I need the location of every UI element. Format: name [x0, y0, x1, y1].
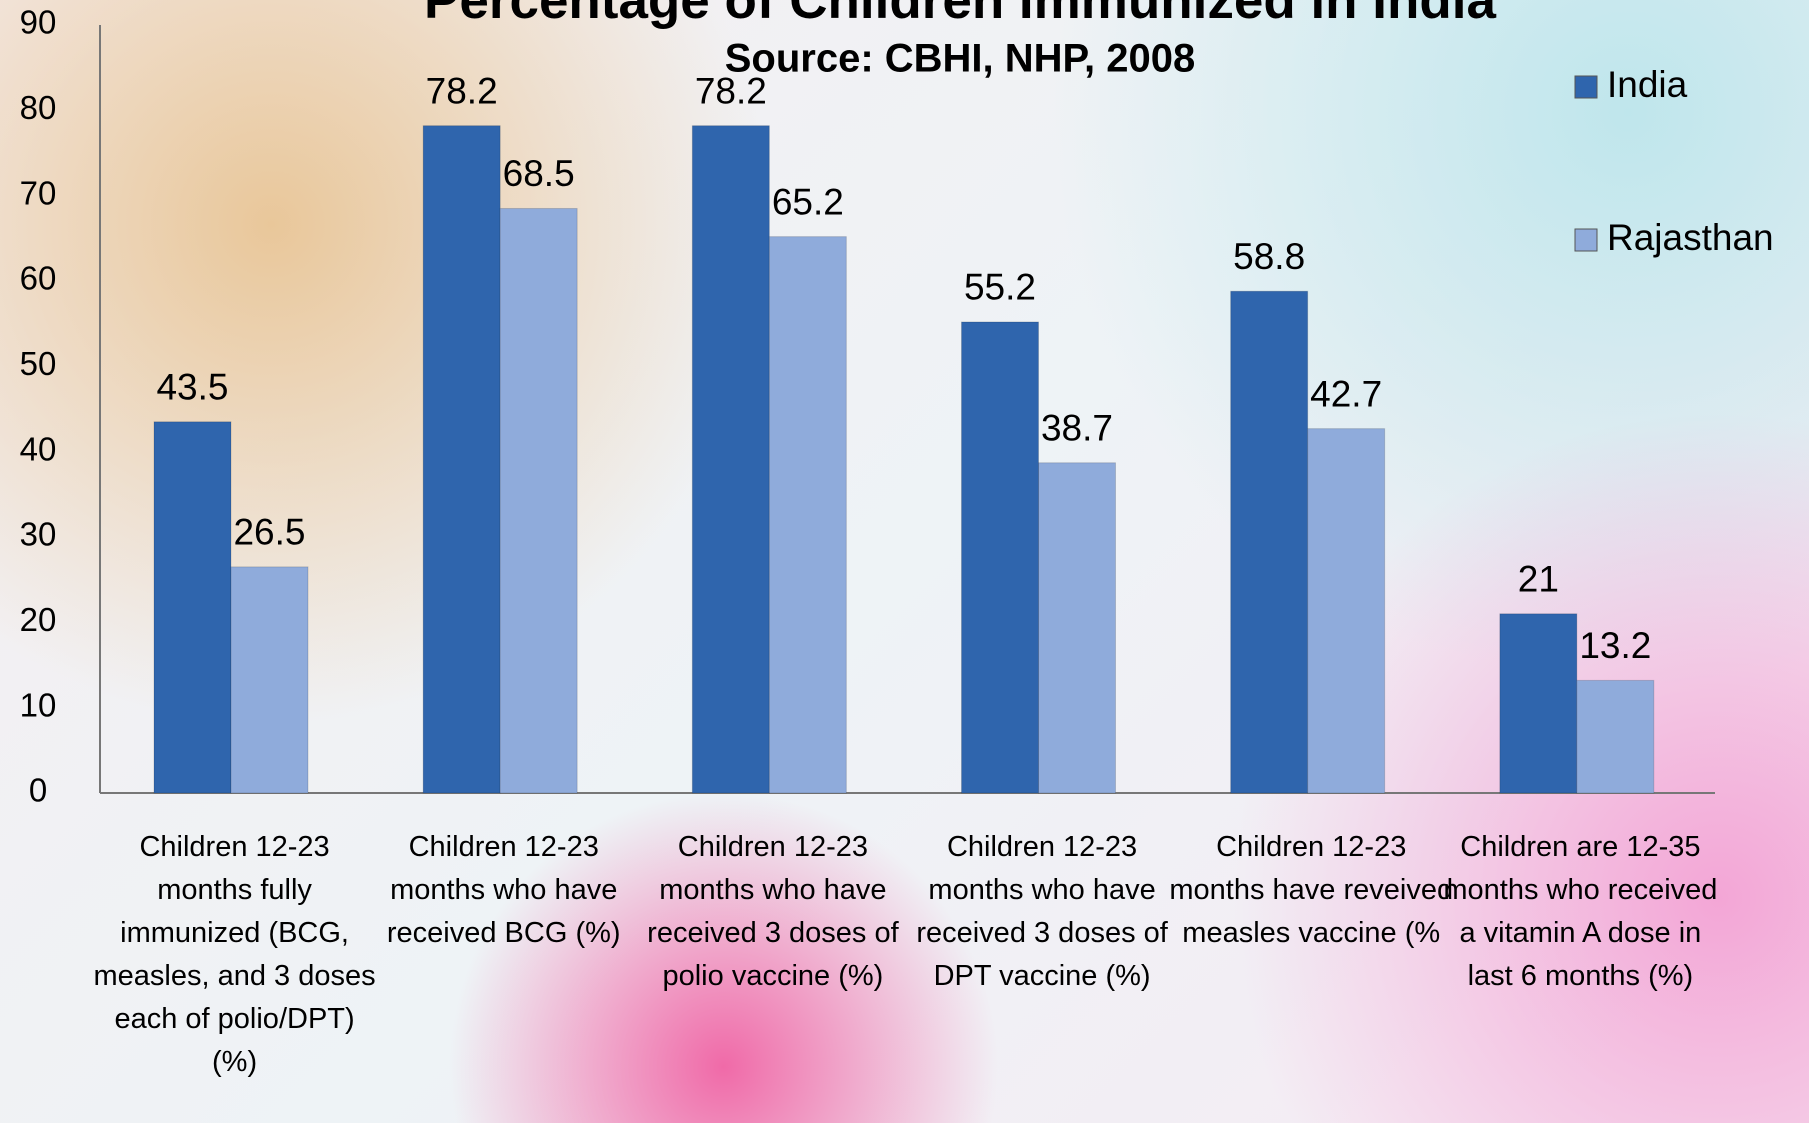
y-tick-label: 40: [20, 430, 57, 467]
bar: [1038, 462, 1116, 794]
bar: [691, 125, 770, 794]
y-tick-label: 90: [20, 4, 57, 41]
y-tick-label: 70: [20, 174, 57, 211]
chart-subtitle: Source: CBHI, NHP, 2008: [725, 37, 1196, 81]
data-label: 42.7: [1310, 373, 1382, 414]
y-tick-label: 50: [20, 345, 57, 382]
data-label: 78.2: [695, 70, 767, 111]
y-tick-label: 80: [20, 89, 57, 126]
y-tick-label: 0: [29, 772, 47, 809]
bar: [499, 207, 578, 794]
data-label: 21: [1518, 559, 1559, 600]
legend-label: Rajasthan: [1607, 217, 1774, 258]
x-tick-label: Children 12-23 months who have received …: [916, 831, 1168, 992]
data-label: 13.2: [1579, 625, 1651, 666]
x-tick-label: Children 12-23 months have reveived meas…: [1169, 831, 1454, 949]
data-label: 26.5: [233, 512, 305, 553]
legend-swatch: [1574, 75, 1598, 99]
y-tick-label: 60: [20, 260, 57, 297]
bar: [1499, 613, 1578, 794]
x-tick-label: Children are 12-35 months who received a…: [1443, 831, 1718, 992]
x-tick-label: Children 12-23 months fully immunized (B…: [93, 831, 376, 1078]
data-label: 65.2: [772, 181, 844, 222]
bar: [961, 321, 1039, 794]
bar: [153, 421, 232, 794]
bar: [1307, 428, 1386, 794]
legend-label: India: [1607, 64, 1688, 105]
bar: [1230, 290, 1309, 794]
x-tick-label: Children 12-23 months who have received …: [386, 831, 621, 949]
y-tick-label: 30: [20, 516, 57, 553]
x-tick-label: Children 12-23 months who have received …: [647, 831, 899, 992]
bar: [422, 125, 501, 794]
bar: [230, 566, 309, 794]
data-label: 78.2: [426, 70, 498, 111]
chart-title: Percentage of Children Immunized in Indi…: [424, 0, 1496, 30]
data-label: 58.8: [1233, 236, 1305, 277]
bar: [1576, 679, 1655, 794]
data-label: 38.7: [1041, 408, 1113, 449]
data-label: 43.5: [156, 367, 228, 408]
data-label: 55.2: [964, 267, 1036, 308]
legend-swatch: [1574, 228, 1598, 252]
bar: [768, 236, 847, 794]
data-label: 68.5: [503, 153, 575, 194]
y-tick-label: 20: [20, 601, 57, 638]
y-tick-label: 10: [20, 686, 57, 723]
